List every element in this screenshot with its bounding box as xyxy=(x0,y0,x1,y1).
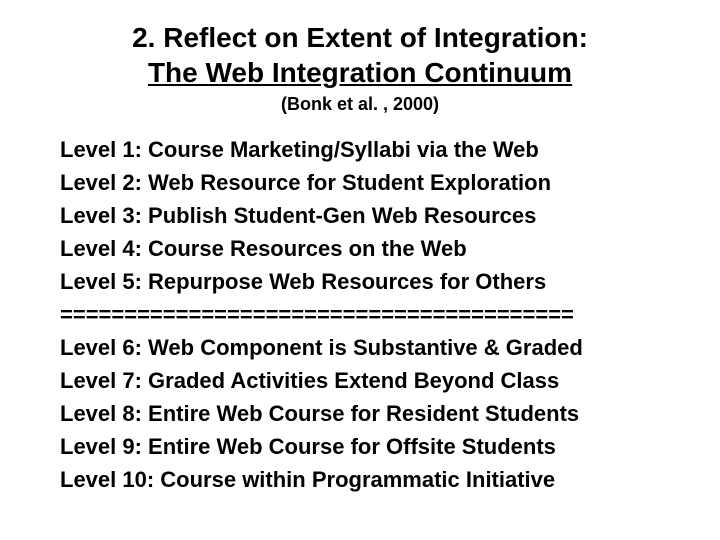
title-block: 2. Reflect on Extent of Integration: The… xyxy=(60,20,660,115)
level-item: Level 2: Web Resource for Student Explor… xyxy=(60,166,660,199)
level-item: Level 9: Entire Web Course for Offsite S… xyxy=(60,430,660,463)
level-item: Level 6: Web Component is Substantive & … xyxy=(60,331,660,364)
level-item: Level 3: Publish Student-Gen Web Resourc… xyxy=(60,199,660,232)
levels-list: Level 1: Course Marketing/Syllabi via th… xyxy=(60,133,660,496)
level-item: Level 7: Graded Activities Extend Beyond… xyxy=(60,364,660,397)
title-line-2: The Web Integration Continuum xyxy=(60,55,660,90)
divider: ======================================== xyxy=(60,298,660,331)
citation: (Bonk et al. , 2000) xyxy=(60,94,660,115)
level-item: Level 4: Course Resources on the Web xyxy=(60,232,660,265)
title-line-1: 2. Reflect on Extent of Integration: xyxy=(60,20,660,55)
level-item: Level 5: Repurpose Web Resources for Oth… xyxy=(60,265,660,298)
level-item: Level 1: Course Marketing/Syllabi via th… xyxy=(60,133,660,166)
level-item: Level 8: Entire Web Course for Resident … xyxy=(60,397,660,430)
level-item: Level 10: Course within Programmatic Ini… xyxy=(60,463,660,496)
